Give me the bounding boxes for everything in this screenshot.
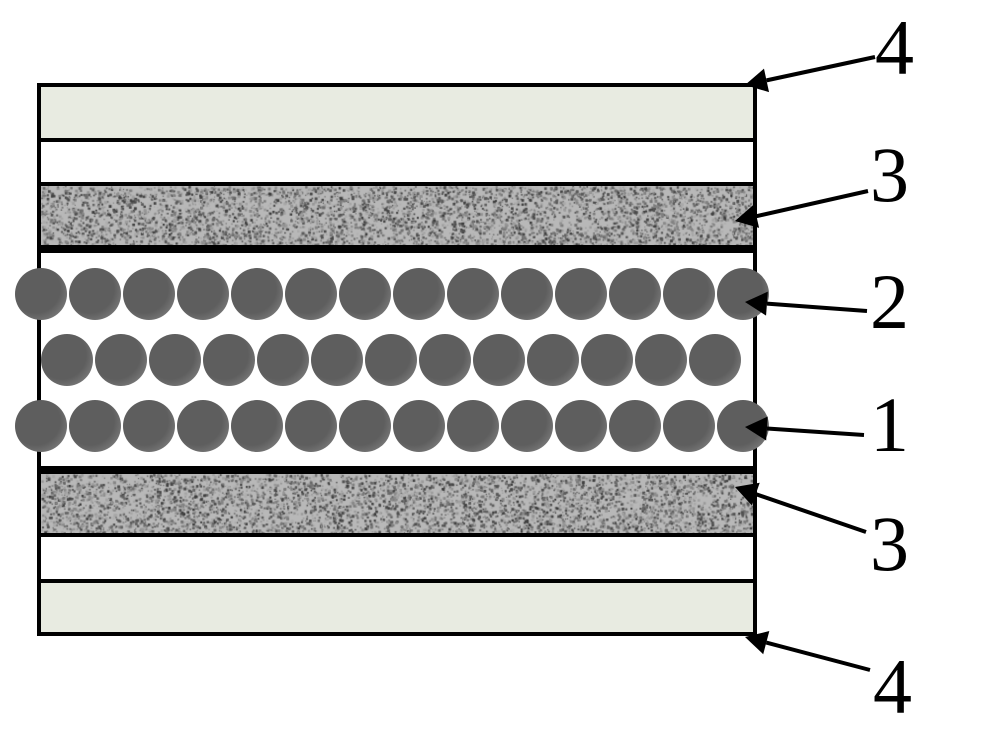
label-arrow (0, 0, 1000, 723)
